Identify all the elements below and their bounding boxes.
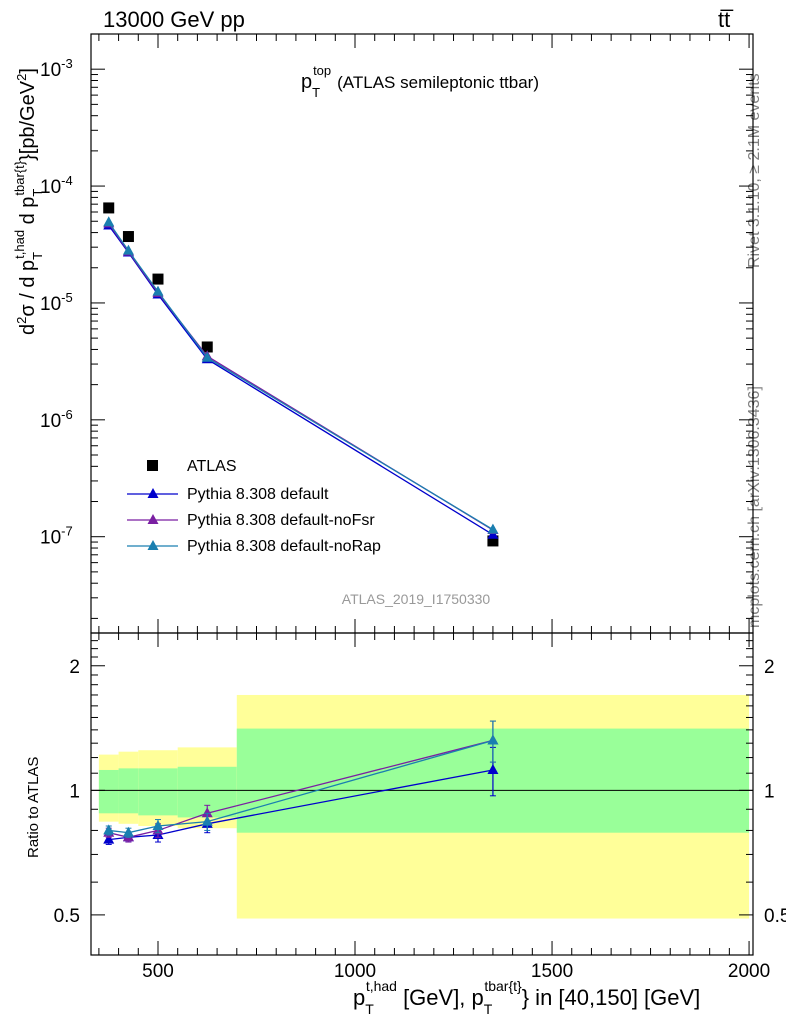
mc-point-3 (103, 216, 115, 227)
ratio-y-tick-label: 2 (764, 657, 775, 678)
x-tick-label: 500 (142, 961, 174, 982)
ratio-point-2 (122, 826, 134, 837)
y-tick-label: 10-4 (40, 173, 73, 198)
atlas-data-point (201, 341, 213, 353)
ratio-point-0 (487, 763, 499, 774)
analysis-watermark: ATLAS_2019_I1750330 (342, 591, 491, 607)
mc-line-2 (108, 222, 494, 531)
x-tick-label: 1000 (334, 961, 376, 982)
y-tick-label: 10-3 (40, 56, 73, 81)
y-tick-label: 10-7 (40, 524, 73, 549)
y-tick-label: 10-5 (40, 290, 73, 315)
mc-line-3 (108, 221, 494, 531)
legend-default-label: Pythia 8.308 default (187, 486, 329, 503)
y-tick-label: 10-6 (40, 407, 73, 432)
legend-nofsr-label: Pythia 8.308 default-noFsr (187, 512, 375, 529)
legend-default-marker (147, 488, 159, 498)
mc-point-3 (201, 351, 213, 362)
ratio-y-tick-label: 2 (69, 657, 80, 678)
atlas-data-point (152, 273, 164, 285)
mc-point-3 (122, 244, 134, 255)
ratio-point-2 (103, 824, 115, 835)
ratio-y-tick-label: 1 (764, 781, 775, 802)
ratio-point-2 (487, 734, 499, 745)
x-axis-label: pTt,had [GeV], pTtbar{t}} in [40,150] [G… (353, 978, 700, 1017)
ratio-point-0 (103, 833, 115, 844)
ratio-inner-band (118, 768, 139, 814)
x-tick-label: 1500 (531, 961, 573, 982)
ratio-point-2 (152, 819, 164, 830)
ratio-y-tick-label: 1 (69, 781, 80, 802)
mc-point-3 (487, 523, 499, 534)
main-title: pTtop(ATLAS semileptonic ttbar) (301, 63, 539, 100)
x-tick-label: 2000 (728, 961, 770, 982)
legend-atlas-label: ATLAS (187, 458, 237, 475)
ratio-y-tick-label: 0.5 (764, 906, 786, 927)
atlas-data-point (487, 535, 499, 547)
ratio-y-tick-label: 0.5 (54, 906, 80, 927)
legend-nofsr-marker (147, 514, 159, 524)
atlas-data-point (103, 202, 115, 214)
energy-label: 13000 GeV pp (103, 7, 245, 32)
ratio-frame (90, 632, 754, 956)
legend-norap-marker (147, 540, 159, 550)
main-y-label: d2σ / d pTt,had d pTtbar{t}}[pb/GeV2] (12, 68, 45, 335)
atlas-data-point (122, 231, 134, 243)
process-label: tt̅ (718, 7, 731, 32)
legend-norap-label: Pythia 8.308 default-noRap (187, 538, 381, 555)
ratio-inner-band (98, 769, 119, 814)
ratio-point-1 (201, 807, 213, 818)
ratio-y-label: Ratio to ATLAS (25, 757, 42, 858)
ratio-inner-band (138, 768, 178, 816)
mc-point-3 (152, 285, 164, 296)
legend: ATLAS Pythia 8.308 default Pythia 8.308 … (127, 458, 381, 555)
ratio-point-2 (201, 815, 213, 826)
legend-atlas-marker (147, 460, 158, 471)
